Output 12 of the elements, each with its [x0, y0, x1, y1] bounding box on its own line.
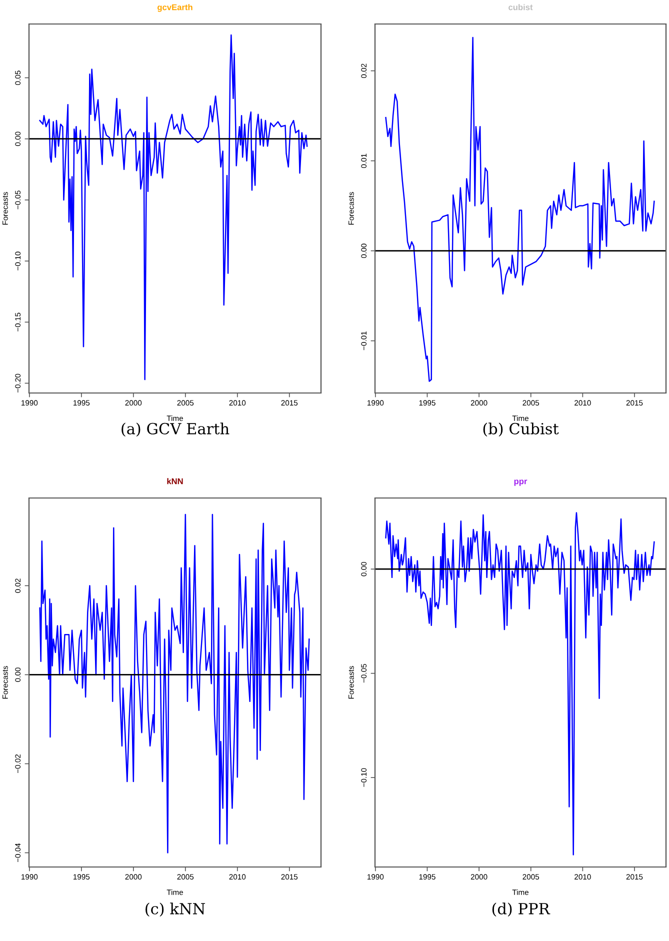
line-series: [385, 512, 655, 856]
chart-title: gcvEarth: [158, 4, 192, 12]
chart-title: kNN: [167, 478, 183, 484]
text: (d) PPR: [492, 902, 550, 917]
line-series: [39, 514, 310, 854]
line-series: [385, 36, 655, 382]
text: (c) kNN: [146, 902, 205, 917]
chart-title: ppr: [514, 480, 528, 486]
text: (a) GCV Earth: [122, 422, 230, 437]
chart-title: cubist: [508, 4, 533, 10]
line-series: [39, 34, 308, 380]
text: (b) Cubist: [483, 422, 559, 437]
